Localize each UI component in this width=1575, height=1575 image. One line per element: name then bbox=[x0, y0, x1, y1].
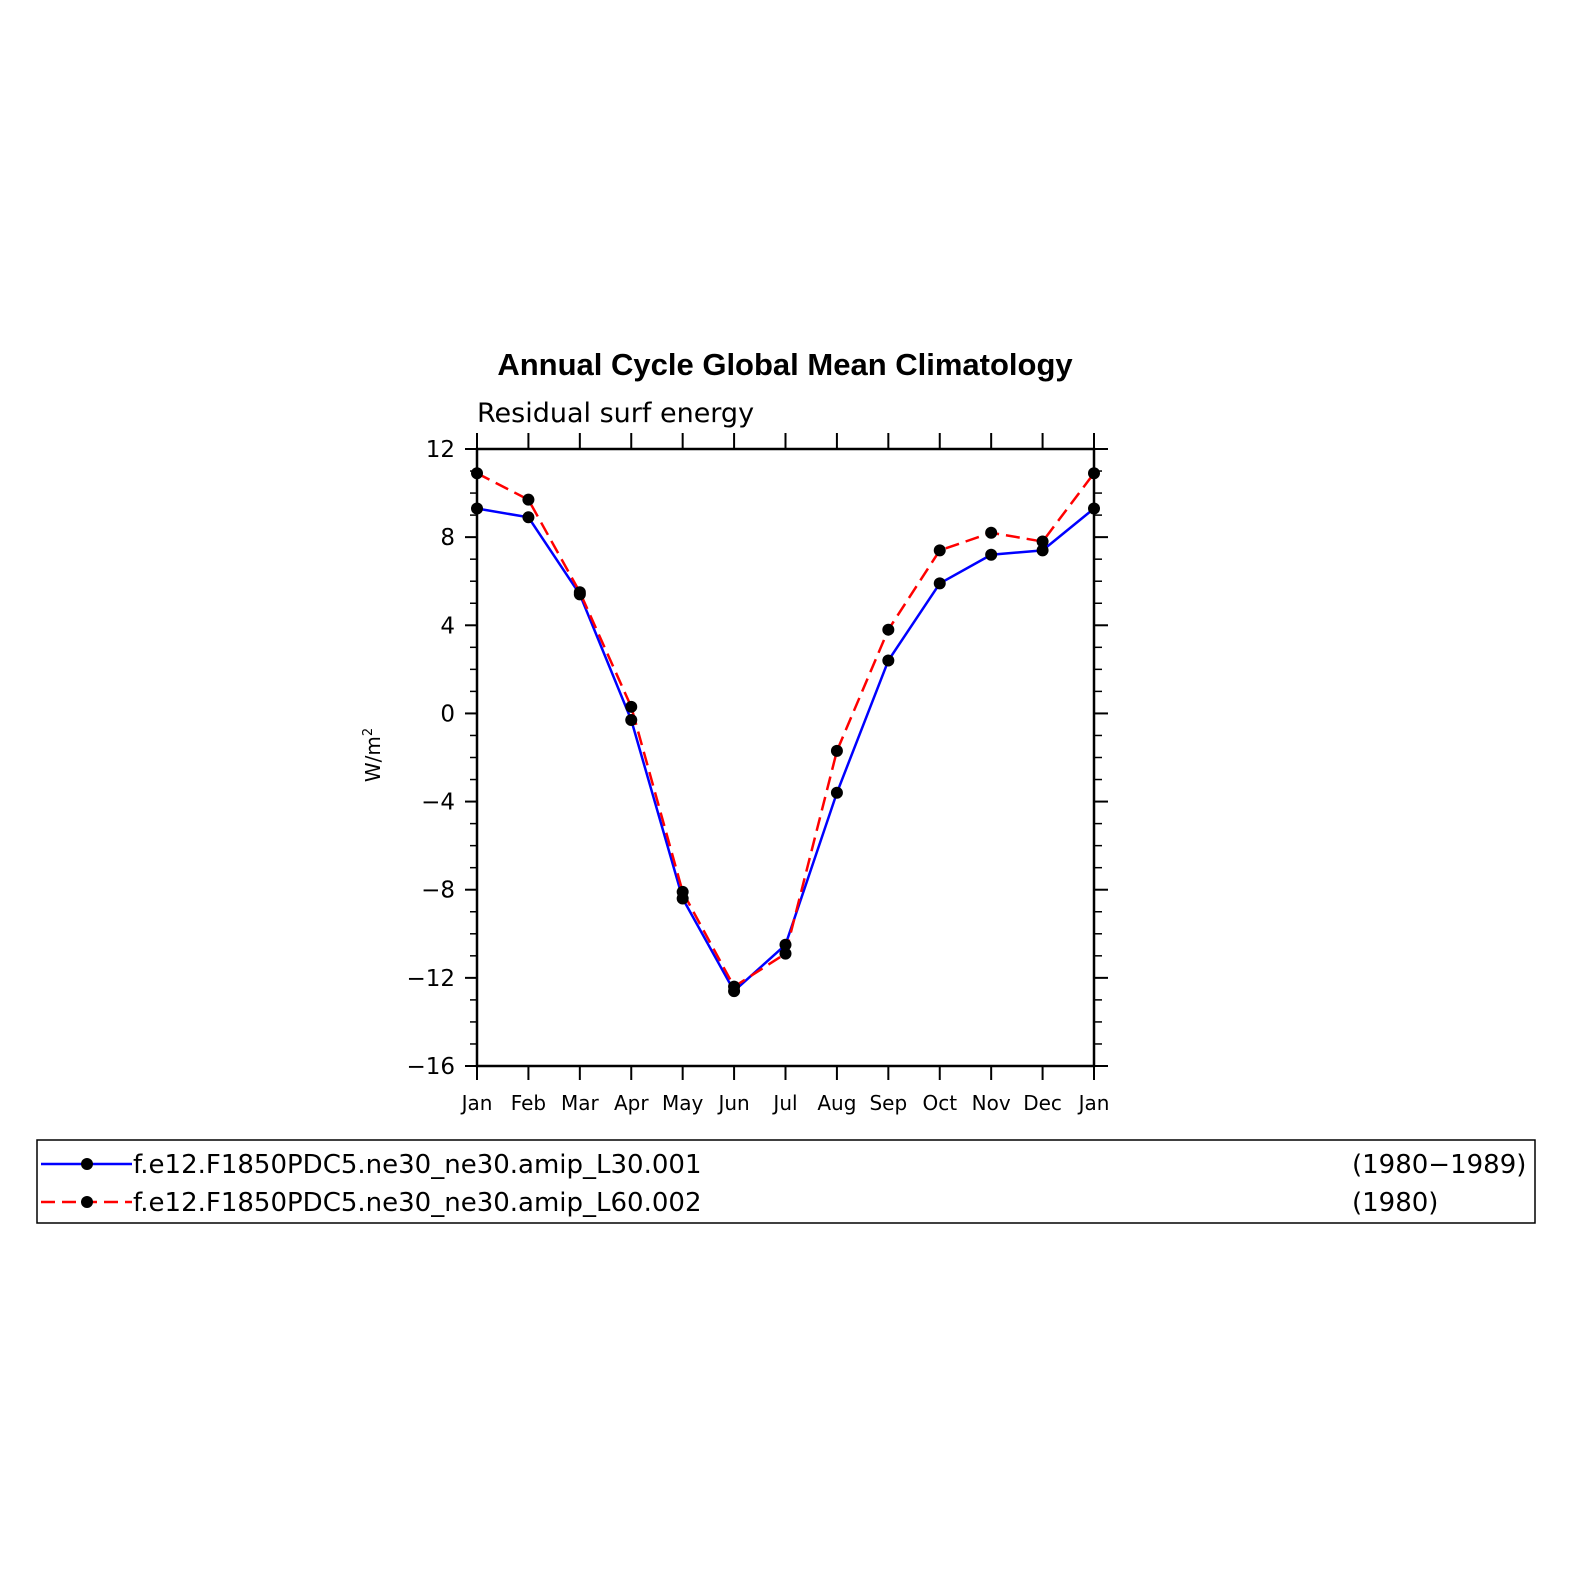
series-1-point bbox=[985, 548, 998, 561]
legend-marker-2 bbox=[81, 1196, 93, 1208]
x-tick-label: Mar bbox=[561, 1091, 600, 1115]
x-tick-label: Jul bbox=[771, 1091, 797, 1115]
legend: f.e12.F1850PDC5.ne30_ne30.amip_L30.001 (1… bbox=[36, 1139, 1536, 1224]
x-tick-label: Sep bbox=[869, 1091, 907, 1115]
chart-title: Annual Cycle Global Mean Climatology bbox=[497, 347, 1073, 382]
x-tick-label: Aug bbox=[817, 1091, 856, 1115]
series-1-point bbox=[1036, 544, 1049, 557]
series-1-point bbox=[933, 577, 946, 590]
series-2-point bbox=[985, 526, 998, 539]
plot-frame bbox=[475, 447, 1096, 1068]
y-axis-label-text: W/m bbox=[361, 736, 385, 782]
legend-period-2: (1980) bbox=[1352, 1188, 1438, 1218]
series-2-point bbox=[933, 544, 946, 557]
x-tick-label: Feb bbox=[511, 1091, 546, 1115]
chart-subtitle: Residual surf energy bbox=[477, 398, 754, 429]
y-tick-label: −16 bbox=[406, 1054, 455, 1080]
series-2-point bbox=[728, 980, 741, 993]
series-2-point bbox=[1036, 535, 1049, 548]
x-tick-label: May bbox=[662, 1091, 704, 1115]
series-1-point bbox=[830, 786, 843, 799]
legend-label-2: f.e12.F1850PDC5.ne30_ne30.amip_L60.002 bbox=[133, 1188, 701, 1218]
legend-period-1: (1980−1989) bbox=[1352, 1150, 1526, 1180]
series-2-point bbox=[779, 947, 792, 960]
y-tick-label: −4 bbox=[421, 790, 455, 816]
x-tick-label: Dec bbox=[1023, 1091, 1062, 1115]
x-tick-label: Jan bbox=[460, 1091, 493, 1115]
y-tick-label: −8 bbox=[421, 878, 455, 904]
series-line-1 bbox=[476, 507, 1095, 994]
series-2-point bbox=[676, 885, 689, 898]
y-tick-label: 8 bbox=[440, 525, 455, 551]
series-line-2 bbox=[476, 472, 1095, 989]
series-1-point bbox=[625, 714, 638, 727]
series-1-point bbox=[882, 654, 895, 667]
legend-marker-1 bbox=[81, 1158, 93, 1170]
series-2-point bbox=[522, 493, 535, 506]
x-tick-label: Oct bbox=[922, 1091, 957, 1115]
y-tick-label: −12 bbox=[406, 966, 455, 992]
y-tick-label: 0 bbox=[440, 701, 455, 727]
series-2-point bbox=[625, 700, 638, 713]
series-2-point bbox=[882, 623, 895, 636]
series-2-point bbox=[573, 586, 586, 599]
y-axis-label-superscript: 2 bbox=[361, 728, 376, 736]
series-1-point bbox=[779, 938, 792, 951]
y-axis-label: W/m2 bbox=[361, 728, 385, 782]
series-layer bbox=[471, 467, 1100, 998]
svg-text:W/m2: W/m2 bbox=[361, 728, 385, 782]
series-1-point bbox=[522, 511, 535, 524]
x-tick-label: Jun bbox=[716, 1091, 749, 1115]
x-tick-label: Apr bbox=[614, 1091, 649, 1115]
legend-box bbox=[36, 1139, 1536, 1224]
y-tick-label: 12 bbox=[426, 437, 455, 463]
series-2-point bbox=[830, 744, 843, 757]
legend-label-1: f.e12.F1850PDC5.ne30_ne30.amip_L30.001 bbox=[133, 1150, 701, 1180]
y-tick-label: 4 bbox=[440, 613, 455, 639]
x-tick-label: Nov bbox=[972, 1091, 1011, 1115]
x-tick-label: Jan bbox=[1077, 1091, 1110, 1115]
